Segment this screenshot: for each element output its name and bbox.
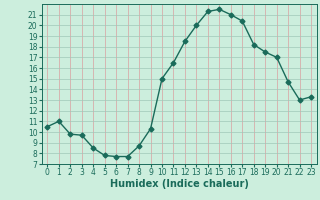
X-axis label: Humidex (Indice chaleur): Humidex (Indice chaleur) — [110, 179, 249, 189]
